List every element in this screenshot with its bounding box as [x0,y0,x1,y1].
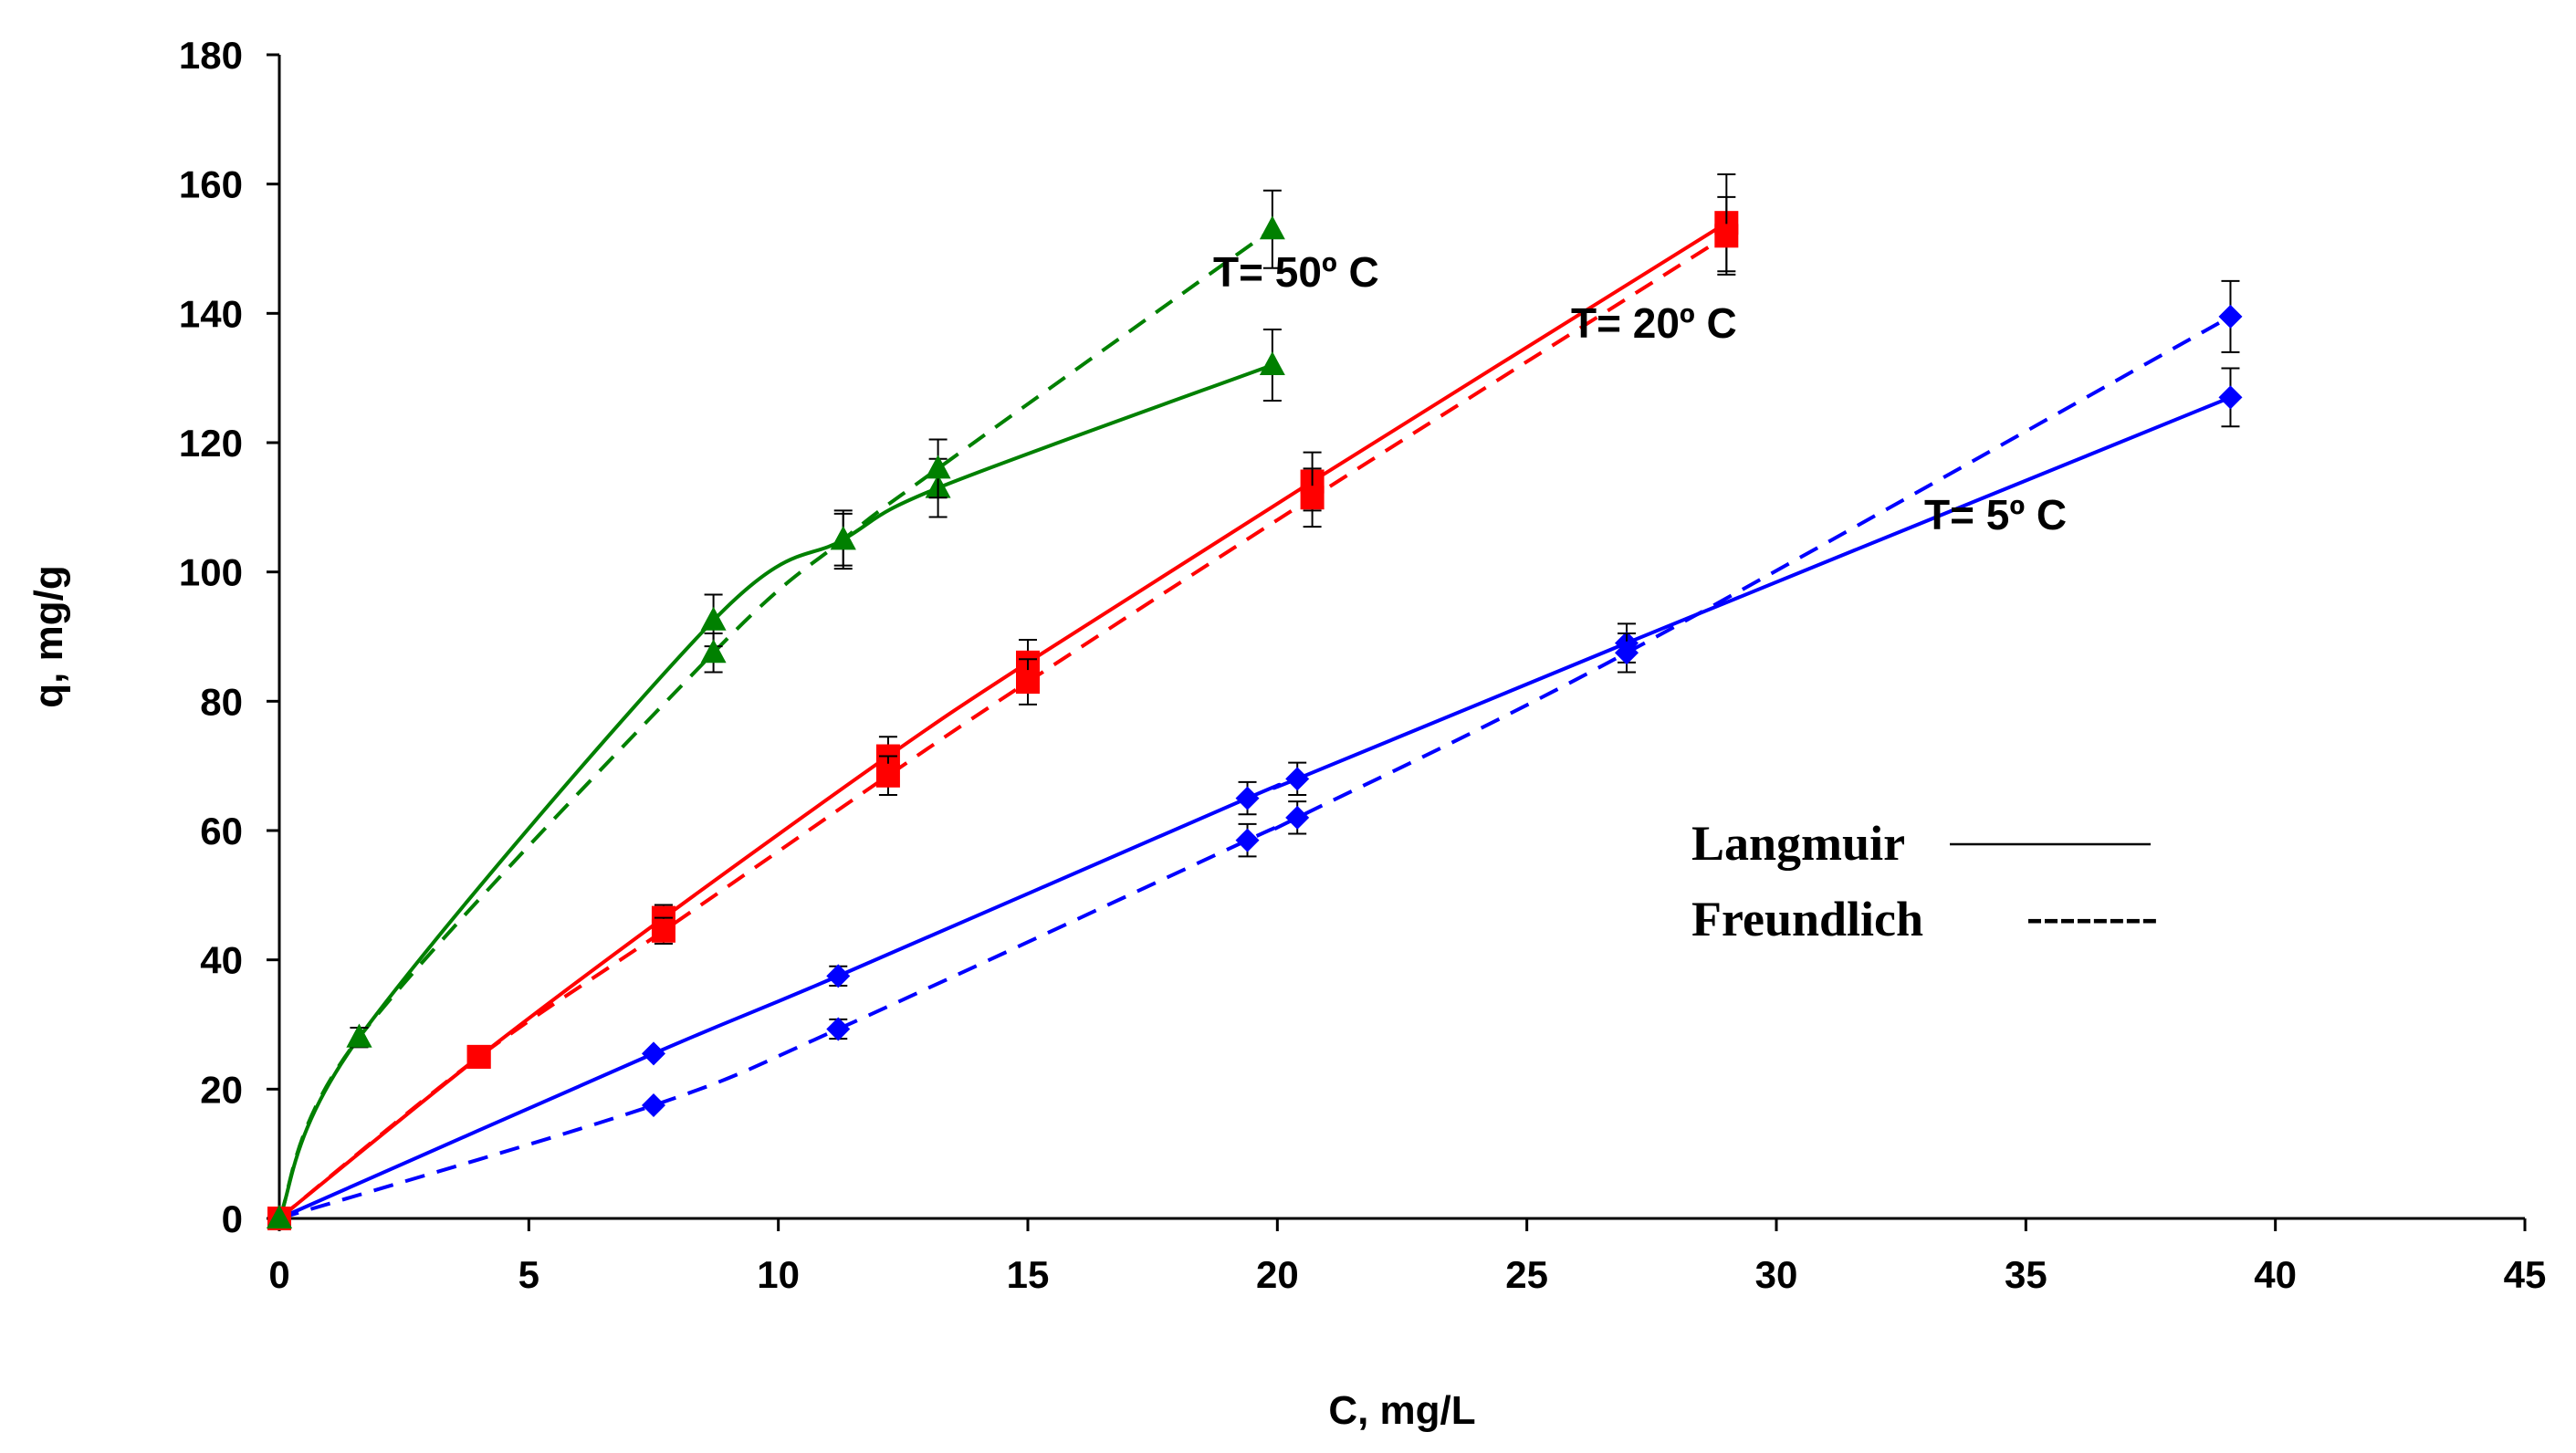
series-0-freundlich-curve [278,315,2232,1220]
y-tick-label: 80 [200,680,243,723]
series-1-freundlich-point [875,763,900,788]
y-tick-label: 140 [179,292,243,335]
legend-langmuir-label: Langmuir [1691,816,1905,871]
series-0-freundlich-point [826,1017,851,1041]
y-tick-label: 160 [179,163,243,206]
x-tick-label: 45 [2504,1253,2547,1296]
series-1-freundlich-point [651,918,675,943]
fit-curves [277,221,2232,1220]
series-1-freundlich-point [1714,224,1739,248]
series-label-0: T= 5º C [1924,491,2067,538]
y-tick-label: 40 [200,939,243,982]
series-2-langmuir-point [700,606,727,631]
series-2-freundlich-point [925,455,951,479]
x-axis-title: C, mg/L [1328,1388,1475,1433]
y-tick-label: 100 [179,551,243,594]
y-tick-label: 0 [222,1197,243,1240]
x-tick-label: 40 [2254,1253,2297,1296]
y-tick-label: 120 [179,422,243,465]
series-labels: T= 5º C T= 20º C T= 50º C [1213,248,2067,538]
series-2-langmuir-curve [277,363,1273,1219]
series-2-freundlich-point [346,1023,372,1048]
series-1-freundlich-point [1300,486,1325,510]
x-tick-label: 0 [268,1253,289,1296]
series-label-1: T= 20º C [1571,299,1737,347]
series-0-freundlich-point [1285,805,1310,830]
series-0-langmuir-point [1285,767,1310,791]
series-0-freundlich-point [642,1093,665,1118]
series-0-langmuir-point [2218,385,2243,410]
series-1-freundlich-curve [277,234,1728,1220]
series-0-langmuir-point [826,964,851,988]
series-1-freundlich-point [466,1044,491,1069]
legend-freundlich-sample: -------- [2026,889,2158,944]
series-label-2: T= 50º C [1213,248,1379,296]
series-2-freundlich-point [1259,215,1285,240]
series-1-freundlich-point [1016,670,1040,695]
series-0-langmuir-point [1235,786,1260,810]
x-tick-label: 5 [518,1253,539,1296]
series-2-freundlich-point [700,639,727,664]
series-2-freundlich-point [830,526,856,550]
series-0-freundlich-point [2218,304,2243,329]
series-0-freundlich-point [1615,641,1639,665]
series-2-freundlich-curve [277,227,1274,1219]
axes: 0 20 40 60 80 100 120 140 160 180 0 5 10 15 20 25 30 35 40… [26,34,2546,1433]
x-tick-label: 10 [757,1253,800,1296]
series-0-langmuir-point [642,1041,665,1066]
legend-freundlich-label: Freundlich [1691,892,1923,946]
y-tick-label: 20 [200,1068,243,1111]
y-axis-title: q, mg/g [26,565,71,707]
series-0-freundlich-point [1235,828,1260,852]
x-tick-label: 25 [1505,1253,1548,1296]
y-tick-label: 60 [200,810,243,852]
x-tick-label: 20 [1256,1253,1299,1296]
legend: Langmuirsolid lineFreundlich-------- [1691,816,2158,946]
data-markers [267,173,2243,1230]
x-tick-label: 35 [2005,1253,2047,1296]
y-tick-label: 180 [179,34,243,77]
x-tick-label: 30 [1755,1253,1798,1296]
series-2-langmuir-point [1259,351,1285,375]
series-2-freundlich-point [267,1205,292,1228]
x-tick-label: 15 [1007,1253,1050,1296]
